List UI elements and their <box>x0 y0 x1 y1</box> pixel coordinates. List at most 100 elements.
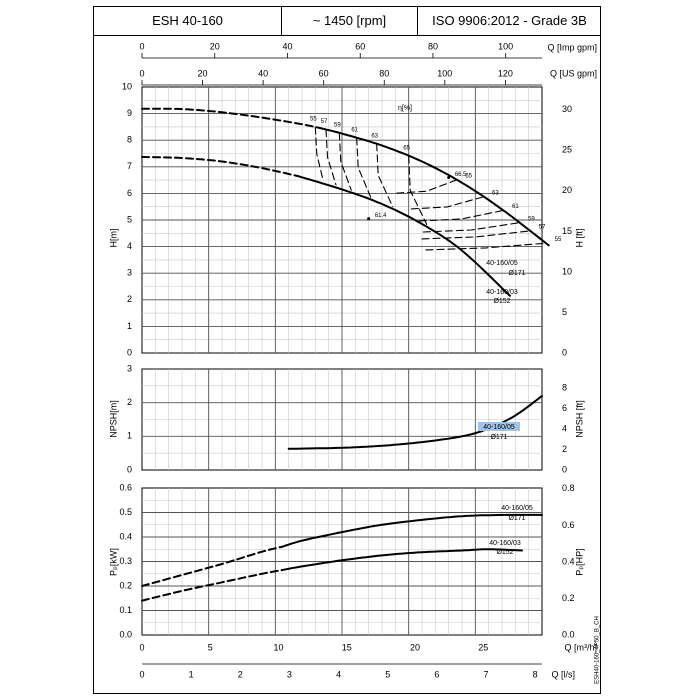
npsh-y2-tick-label: 6 <box>562 403 567 413</box>
efficiency-peak-label: 66.5 <box>455 172 467 178</box>
power-y-tick-label: 0.6 <box>119 482 132 492</box>
efficiency-isoline-right <box>422 222 520 233</box>
efficiency-isoline-left <box>314 126 324 182</box>
head-y-tick-label: 8 <box>127 135 132 145</box>
top-us-axis-label: Q [US gpm] <box>550 68 597 78</box>
bottom-m3h-tick-label: 5 <box>208 642 213 652</box>
bottom-ls-tick-label: 1 <box>189 669 194 679</box>
power-y2-tick-label: 0.2 <box>562 593 575 603</box>
power-y2-tick-label: 0.6 <box>562 520 575 530</box>
bottom-ls-tick-label: 8 <box>533 669 538 679</box>
bottom-ls-axis-label: Q [l/s] <box>551 669 575 679</box>
power-y-tick-label: 0.1 <box>119 605 132 615</box>
npsh-y2-tick-label: 4 <box>562 423 567 433</box>
efficiency-isoline-left <box>338 132 352 191</box>
head-y-tick-label: 3 <box>127 268 132 278</box>
npsh-curve-dia: Ø171 <box>490 434 507 441</box>
bottom-ls-tick-label: 2 <box>238 669 243 679</box>
efficiency-right-label: 59 <box>528 216 535 222</box>
bottom-ls-tick-label: 0 <box>139 669 144 679</box>
npsh-y-tick-label: 3 <box>127 363 132 373</box>
head-y2-tick-label: 10 <box>562 266 572 276</box>
head-y-tick-label: 1 <box>127 321 132 331</box>
head-y2-tick-label: 0 <box>562 347 567 357</box>
bottom-ls-tick-label: 6 <box>434 669 439 679</box>
efficiency-right-label: 55 <box>555 237 562 243</box>
header-standard: ISO 9906:2012 - Grade 3B <box>432 13 587 28</box>
power-y-tick-label: 0.5 <box>119 507 132 517</box>
efficiency-isoline-left <box>376 143 394 208</box>
head-y-tick-label: 10 <box>122 81 132 91</box>
head-y2-axis-label: H [ft] <box>574 228 584 247</box>
top-us-tick-label: 80 <box>379 68 389 78</box>
efficiency-axis-label: η[%] <box>398 105 412 112</box>
npsh-y-axis-label: NPSH[m] <box>108 400 118 438</box>
bottom-ls-tick-label: 5 <box>385 669 390 679</box>
efficiency-level-label: 65 <box>403 146 410 152</box>
efficiency-isoline-right <box>418 209 504 222</box>
head-y-tick-label: 9 <box>127 108 132 118</box>
head-y-tick-label: 0 <box>127 347 132 357</box>
header-divider <box>94 35 600 36</box>
top-imp-tick-label: 100 <box>498 41 513 51</box>
efficiency-level-label: 59 <box>334 122 341 128</box>
head-y-tick-label: 4 <box>127 241 132 251</box>
top-imp-tick-label: 20 <box>210 41 220 51</box>
chart-frame: ESH 40-160 ~ 1450 [rpm] ISO 9906:2012 - … <box>93 6 601 694</box>
npsh-y2-tick-label: 2 <box>562 444 567 454</box>
efficiency-peak-point <box>367 217 371 221</box>
efficiency-right-label: 57 <box>539 224 546 230</box>
efficiency-peak-label: 61.4 <box>375 213 387 219</box>
npsh-y-tick-label: 0 <box>127 464 132 474</box>
efficiency-right-label: 63 <box>492 191 499 197</box>
header-speed: ~ 1450 [rpm] <box>282 7 418 35</box>
efficiency-isoline-left <box>325 129 337 186</box>
top-us-tick-label: 40 <box>258 68 268 78</box>
head-curve-label-03: 40-160/03 <box>486 289 518 296</box>
power-curve-dia-05: Ø171 <box>508 515 525 522</box>
npsh-y-tick-label: 1 <box>127 431 132 441</box>
power-curve-solid <box>281 548 523 572</box>
power-curve-dashed <box>141 569 283 602</box>
top-us-tick-label: 60 <box>319 68 329 78</box>
head-y-tick-label: 5 <box>127 214 132 224</box>
power-y2-tick-label: 0.0 <box>562 629 575 639</box>
header-model: ESH 40-160 <box>94 7 282 35</box>
head-y2-tick-label: 20 <box>562 185 572 195</box>
head-y2-tick-label: 5 <box>562 307 567 317</box>
top-imp-tick-label: 0 <box>139 41 144 51</box>
power-y2-tick-label: 0.8 <box>562 483 575 493</box>
power-y2-tick-label: 0.4 <box>562 556 575 566</box>
efficiency-isoline-right <box>410 196 484 210</box>
efficiency-isoline-left <box>356 137 372 198</box>
power-y-axis-label: Pₚ[kW] <box>108 548 118 576</box>
bottom-m3h-tick-label: 10 <box>274 642 284 652</box>
power-y-tick-label: 0.3 <box>119 556 132 566</box>
top-imp-tick-label: 60 <box>355 41 365 51</box>
head-curve-solid <box>319 127 550 247</box>
efficiency-level-label: 55 <box>310 117 317 123</box>
head-curve-dia-05: Ø171 <box>508 270 525 277</box>
npsh-label-highlight <box>478 422 520 431</box>
efficiency-level-label: 63 <box>371 134 378 140</box>
bottom-m3h-tick-label: 25 <box>478 642 488 652</box>
top-imp-axis-label: Q [Imp gpm] <box>547 42 597 52</box>
efficiency-right-label: 61 <box>512 204 519 210</box>
efficiency-isoline-right <box>425 242 547 251</box>
top-us-tick-label: 120 <box>498 68 513 78</box>
bottom-ls-tick-label: 3 <box>287 669 292 679</box>
npsh-y2-tick-label: 8 <box>562 382 567 392</box>
top-us-tick-label: 20 <box>198 68 208 78</box>
power-curve-label-05: 40-160/05 <box>501 505 533 512</box>
bottom-m3h-tick-label: 0 <box>139 642 144 652</box>
power-curve-dashed <box>141 545 283 587</box>
head-curve-dia-03: Ø152 <box>493 298 510 305</box>
power-curve-label-03: 40-160/03 <box>489 540 521 547</box>
head-curve-dashed <box>141 156 299 178</box>
npsh-y-tick-label: 2 <box>127 397 132 407</box>
head-y2-tick-label: 30 <box>562 104 572 114</box>
head-curve-solid <box>297 175 511 297</box>
efficiency-right-label: 65 <box>465 174 472 180</box>
top-imp-tick-label: 80 <box>428 41 438 51</box>
npsh-curve <box>287 394 543 450</box>
